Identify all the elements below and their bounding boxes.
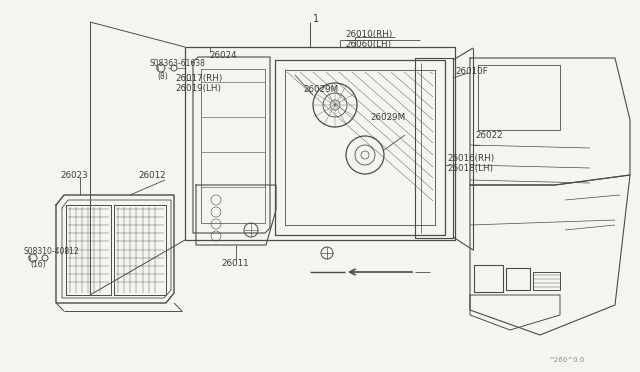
Text: ^260^0.0: ^260^0.0 [548, 357, 584, 363]
Text: (16): (16) [30, 260, 45, 269]
Text: 26024: 26024 [209, 51, 237, 61]
Text: 26029M: 26029M [303, 86, 338, 94]
Text: 26022: 26022 [475, 131, 502, 140]
Text: 26012: 26012 [138, 170, 166, 180]
Text: S08310-40812: S08310-40812 [23, 247, 79, 256]
Text: 26010(RH): 26010(RH) [345, 29, 392, 38]
Text: 26017(RH): 26017(RH) [175, 74, 222, 83]
Text: S08363-61638: S08363-61638 [149, 60, 205, 68]
Text: (8): (8) [157, 73, 168, 81]
Text: 26011: 26011 [221, 259, 248, 267]
Text: 1: 1 [313, 14, 319, 24]
Text: 26010F: 26010F [455, 67, 488, 77]
Text: 26019(LH): 26019(LH) [175, 84, 221, 93]
Bar [185, 47, 455, 240]
Text: S: S [28, 256, 31, 260]
Text: 26029M: 26029M [370, 113, 405, 122]
Text: S: S [156, 65, 159, 71]
Text: 26018(LH): 26018(LH) [447, 164, 493, 173]
Text: 26016(RH): 26016(RH) [447, 154, 494, 163]
Text: 26023: 26023 [60, 170, 88, 180]
Text: 26060(LH): 26060(LH) [345, 39, 391, 48]
